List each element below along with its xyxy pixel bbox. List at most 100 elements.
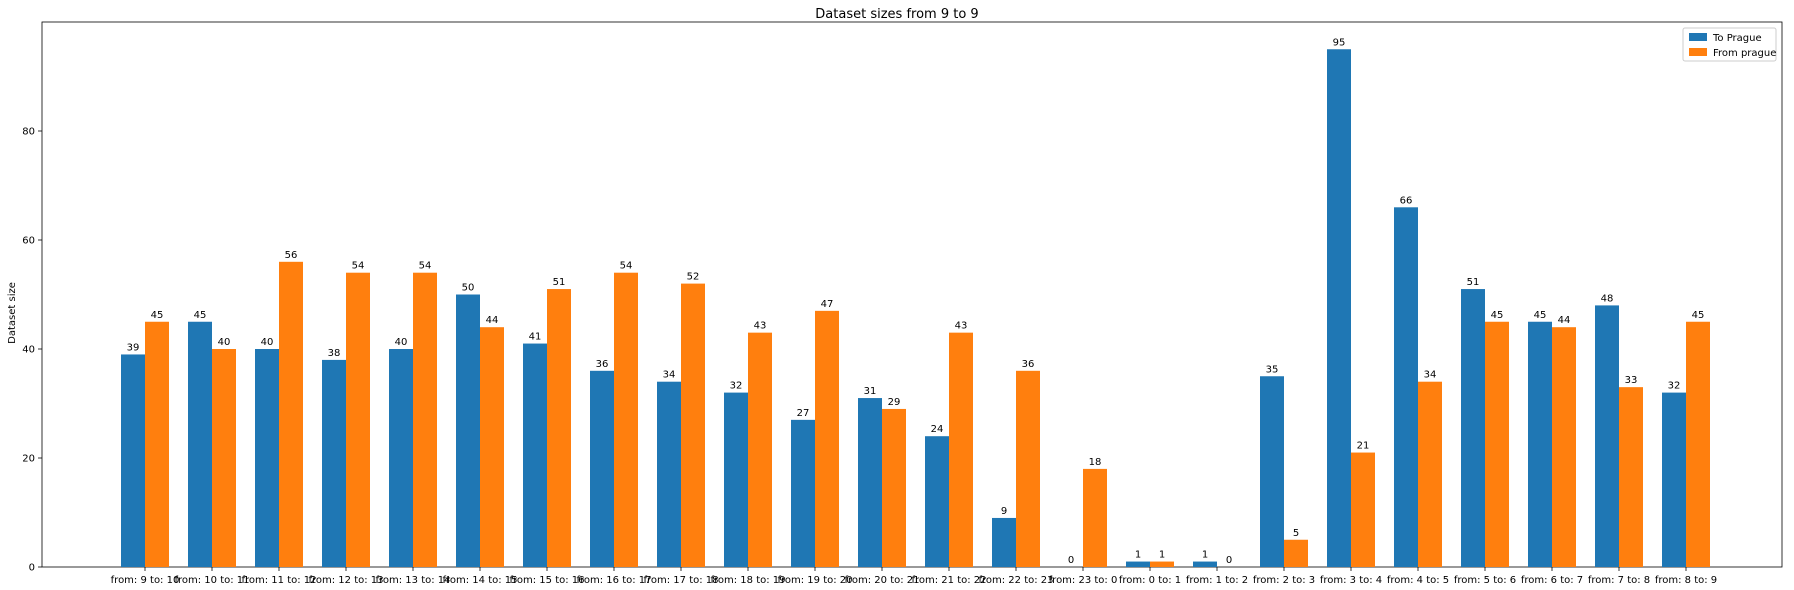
bar-from-prague [748, 332, 772, 567]
bar-value-label: 18 [1089, 457, 1102, 468]
bar-value-label: 29 [888, 397, 901, 408]
x-tick-label: from: 21 to: 22 [911, 575, 986, 586]
bar-to-prague [791, 419, 815, 567]
bar-value-label: 1 [1202, 550, 1208, 561]
legend-swatch [1689, 48, 1707, 56]
bar-to-prague [188, 321, 212, 567]
x-tick-label: from: 11 to: 12 [241, 575, 316, 586]
bar-value-label: 54 [620, 261, 633, 272]
bar-from-prague [681, 283, 705, 567]
bar-value-label: 41 [529, 332, 542, 343]
bar-value-label: 43 [955, 321, 968, 332]
bar-value-label: 56 [285, 250, 298, 261]
bar-value-label: 39 [127, 342, 140, 353]
bar-from-prague [1485, 321, 1509, 567]
x-tick-label: from: 22 to: 23 [978, 575, 1053, 586]
bar-from-prague [1284, 539, 1308, 567]
bar-from-prague [480, 327, 504, 567]
bar-to-prague [1394, 207, 1418, 568]
y-tick-label: 60 [22, 236, 35, 247]
bar-value-label: 36 [596, 359, 609, 370]
bar-to-prague [1327, 49, 1351, 567]
bar-to-prague [322, 359, 346, 567]
x-tick-label: from: 2 to: 3 [1253, 575, 1315, 586]
bar-from-prague [279, 261, 303, 567]
y-tick-label: 20 [22, 454, 35, 465]
x-tick-label: from: 15 to: 16 [509, 575, 584, 586]
x-tick-label: from: 23 to: 0 [1049, 575, 1118, 586]
bar-value-label: 34 [663, 370, 676, 381]
y-tick-label: 0 [29, 563, 35, 574]
bar-value-label: 32 [1668, 381, 1681, 392]
x-tick-label: from: 18 to: 19 [710, 575, 785, 586]
x-tick-label: from: 6 to: 7 [1521, 575, 1583, 586]
bar-from-prague [1351, 452, 1375, 567]
bar-to-prague [1662, 392, 1686, 567]
bar-from-prague [1418, 381, 1442, 567]
bar-from-prague [815, 310, 839, 567]
x-tick-label: from: 8 to: 9 [1655, 575, 1717, 586]
bar-value-label: 52 [687, 272, 700, 283]
legend: To Prague From prague [1682, 27, 1777, 62]
bar-from-prague [1619, 387, 1643, 567]
x-tick-label: from: 4 to: 5 [1387, 575, 1449, 586]
x-tick-label: from: 16 to: 17 [576, 575, 651, 586]
bar-value-label: 24 [931, 424, 944, 435]
x-tick-label: from: 5 to: 6 [1454, 575, 1516, 586]
bar-value-label: 54 [419, 261, 432, 272]
bar-value-label: 66 [1400, 195, 1413, 206]
bar-to-prague [925, 436, 949, 567]
bar-to-prague [1528, 321, 1552, 567]
x-tick-label: from: 3 to: 4 [1320, 575, 1382, 586]
bar-value-label: 1 [1135, 550, 1141, 561]
bar-value-label: 95 [1333, 37, 1346, 48]
bar-to-prague [992, 517, 1016, 567]
bar-to-prague [657, 381, 681, 567]
bar-to-prague [255, 349, 279, 567]
bar-value-label: 38 [328, 348, 341, 359]
x-tick-label: from: 19 to: 20 [777, 575, 852, 586]
bar-value-label: 32 [730, 381, 743, 392]
bar-value-label: 1 [1159, 550, 1165, 561]
bar-value-label: 40 [395, 337, 408, 348]
legend-label: From prague [1713, 48, 1776, 59]
legend-label: To Prague [1712, 33, 1762, 44]
bar-value-label: 33 [1625, 375, 1638, 386]
bar-to-prague [858, 398, 882, 567]
bar-value-label: 45 [1692, 310, 1705, 321]
bar-value-label: 45 [151, 310, 164, 321]
bar-from-prague [1150, 561, 1174, 567]
y-tick-label: 40 [22, 345, 35, 356]
bar-value-label: 44 [1558, 315, 1571, 326]
x-tick-label: from: 20 to: 21 [844, 575, 919, 586]
bar-value-label: 35 [1266, 364, 1279, 375]
x-tick-label: from: 10 to: 11 [174, 575, 249, 586]
bar-from-prague [547, 289, 571, 567]
x-tick-label: from: 17 to: 18 [643, 575, 718, 586]
legend-swatch [1689, 33, 1707, 41]
bar-value-label: 31 [864, 386, 877, 397]
y-axis-label: Dataset size [7, 282, 18, 344]
bar-value-label: 45 [1491, 310, 1504, 321]
bar-to-prague [590, 370, 614, 567]
bar-to-prague [523, 343, 547, 567]
bar-value-label: 48 [1601, 293, 1614, 304]
bar-from-prague [882, 408, 906, 567]
plot-frame [41, 21, 1783, 568]
x-tick-label: from: 13 to: 14 [375, 575, 450, 586]
chart-title: Dataset sizes from 9 to 9 [815, 7, 978, 22]
bar-value-label: 34 [1424, 370, 1437, 381]
bar-value-label: 51 [553, 277, 566, 288]
y-tick-label: 80 [22, 127, 35, 138]
x-tick-label: from: 14 to: 15 [442, 575, 517, 586]
bar-from-prague [1016, 370, 1040, 567]
bar-to-prague [1595, 305, 1619, 567]
bar-from-prague [1083, 468, 1107, 567]
bar-from-prague [1552, 327, 1576, 567]
bar-value-label: 54 [352, 261, 365, 272]
bar-value-label: 45 [1534, 310, 1547, 321]
bar-from-prague [212, 349, 236, 567]
